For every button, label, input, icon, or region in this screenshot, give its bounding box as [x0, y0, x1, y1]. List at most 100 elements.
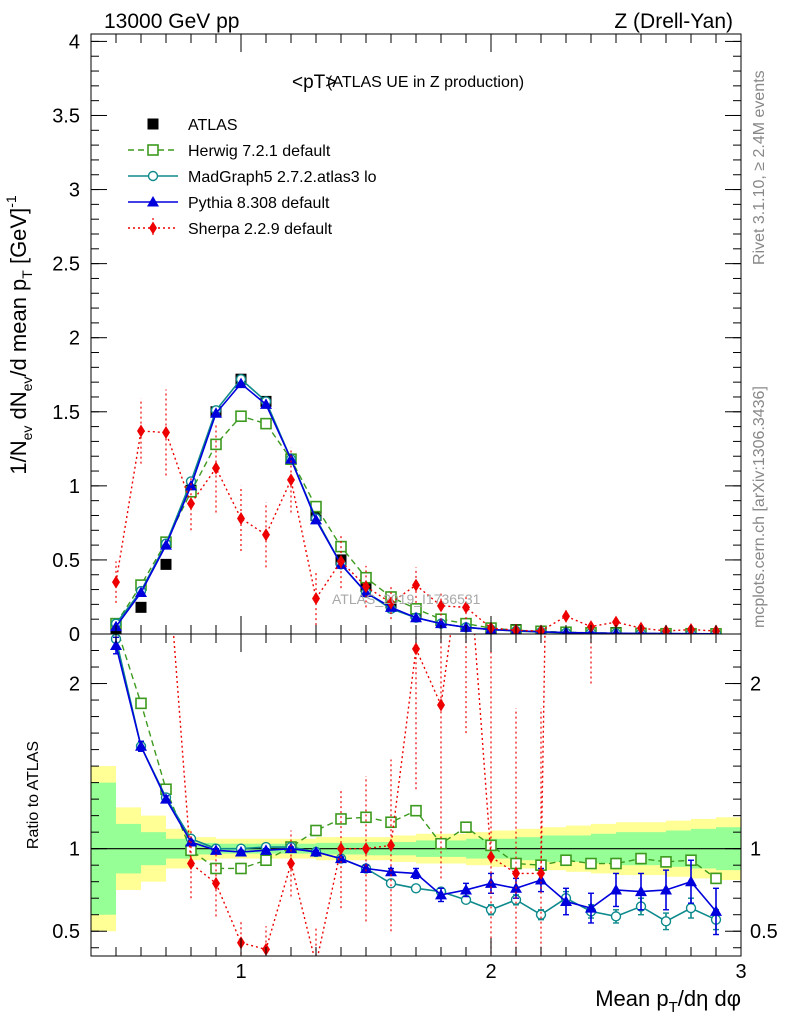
rivet-label: Rivet 3.1.10, ≥ 2.4M events [751, 70, 768, 265]
data-point [462, 512, 470, 525]
data-point [587, 182, 595, 195]
y-tick-label: 2 [750, 674, 761, 696]
x-tick-label: 3 [735, 961, 746, 983]
data-point [362, 580, 370, 594]
data-point [285, 453, 297, 464]
chart-title-sub: (ATLAS UE in Z production) [327, 74, 524, 91]
data-point [235, 377, 247, 389]
ratio-series-sherpa [172, 182, 595, 956]
data-point [660, 856, 672, 868]
legend-marker [147, 170, 159, 182]
y-tick-label: 0 [69, 624, 80, 646]
data-point [560, 854, 572, 867]
chart-title-main: <pT> [292, 72, 336, 93]
ratio-series-pythia [110, 636, 722, 936]
data-point [437, 599, 445, 613]
data-point [460, 883, 472, 895]
y-tick-label: 1 [69, 839, 80, 861]
ratio-panel: 0.5 0.5 1 1 2 2 1 2 3 Ratio to ATLAS Mean pT/dη … [25, 182, 778, 1016]
data-point [685, 875, 697, 887]
data-point [337, 554, 345, 568]
data-point [260, 844, 272, 855]
y-tick-label: 0.5 [52, 550, 80, 572]
data-point [235, 862, 247, 875]
data-point [437, 698, 445, 712]
y-axis-title-ratio: Ratio to ATLAS [25, 741, 42, 849]
data-point [562, 609, 570, 623]
legend-marker [147, 196, 159, 207]
data-point [387, 596, 395, 610]
data-point [385, 816, 397, 829]
data-point [412, 578, 420, 592]
data-point [685, 902, 697, 914]
data-point [435, 617, 447, 629]
data-point [160, 793, 172, 804]
legend-label-atlas: ATLAS [188, 117, 238, 134]
data-point [135, 697, 147, 710]
ratio-series-madgraph5 [110, 634, 722, 931]
data-point [412, 642, 420, 656]
data-point [610, 857, 622, 870]
data-point [287, 473, 295, 487]
legend-label-sherpa: Sherpa 2.2.9 default [188, 221, 333, 238]
data-point [212, 461, 220, 475]
data-point [210, 407, 222, 418]
data-point [210, 862, 222, 875]
data-point [387, 838, 395, 852]
data-point [335, 813, 347, 825]
data-point [162, 426, 170, 440]
x-tick-label: 2 [485, 961, 496, 983]
data-point [612, 615, 620, 629]
data-point [135, 601, 147, 613]
data-point [237, 511, 245, 525]
data-point [710, 905, 722, 916]
y-tick-label: 2.5 [52, 254, 80, 276]
data-point [260, 398, 272, 409]
legend-marker [147, 118, 159, 130]
mcplots-label: mcplots.cern.ch [arXiv:1306.3436] [751, 386, 768, 628]
data-point [187, 857, 195, 871]
y-tick-label: 1 [69, 476, 80, 498]
data-point [310, 845, 322, 857]
data-point [487, 850, 495, 864]
process-label: Z (Drell-Yan) [614, 10, 733, 33]
main-panel: 0 0.5 1 1.5 2 2.5 3 3.5 4 <pT> (ATLAS UE in Z pr… [3, 31, 742, 646]
data-point [485, 839, 497, 852]
data-point [212, 876, 220, 890]
y-tick-label: 0.5 [52, 921, 80, 943]
y-tick-label: 3.5 [52, 105, 80, 127]
data-point [160, 539, 172, 550]
data-point [262, 528, 270, 542]
data-point [137, 424, 145, 438]
data-point [410, 883, 422, 894]
data-point [210, 844, 222, 855]
y-tick-label: 4 [69, 31, 80, 53]
data-point [585, 902, 597, 913]
y-tick-label: 3 [69, 180, 80, 202]
data-point [610, 911, 622, 922]
watermark: ATLAS_2019_I1736531 [332, 591, 481, 607]
energy-label: 13000 GeV pp [104, 10, 239, 33]
data-point [512, 866, 520, 880]
legend-label-herwig: Herwig 7.2.1 default [188, 143, 331, 160]
data-point [260, 854, 272, 867]
series-sherpa [112, 389, 720, 634]
data-point [287, 857, 295, 871]
data-point [462, 600, 470, 614]
y-axis-title-top: 1/Nev dNev/d mean pT [GeV]-1 [3, 195, 35, 475]
data-point [210, 438, 222, 451]
x-tick-label: 1 [235, 961, 246, 983]
legend-marker [149, 221, 157, 235]
data-point [312, 591, 320, 605]
data-point [110, 639, 122, 651]
data-point [460, 821, 472, 834]
data-point [135, 740, 147, 751]
data-point [362, 842, 370, 856]
data-point [235, 410, 247, 423]
data-point [310, 513, 322, 525]
data-point [285, 842, 297, 854]
data-point [112, 575, 120, 589]
y-tick-label: 2 [69, 674, 80, 696]
data-point [235, 845, 247, 857]
